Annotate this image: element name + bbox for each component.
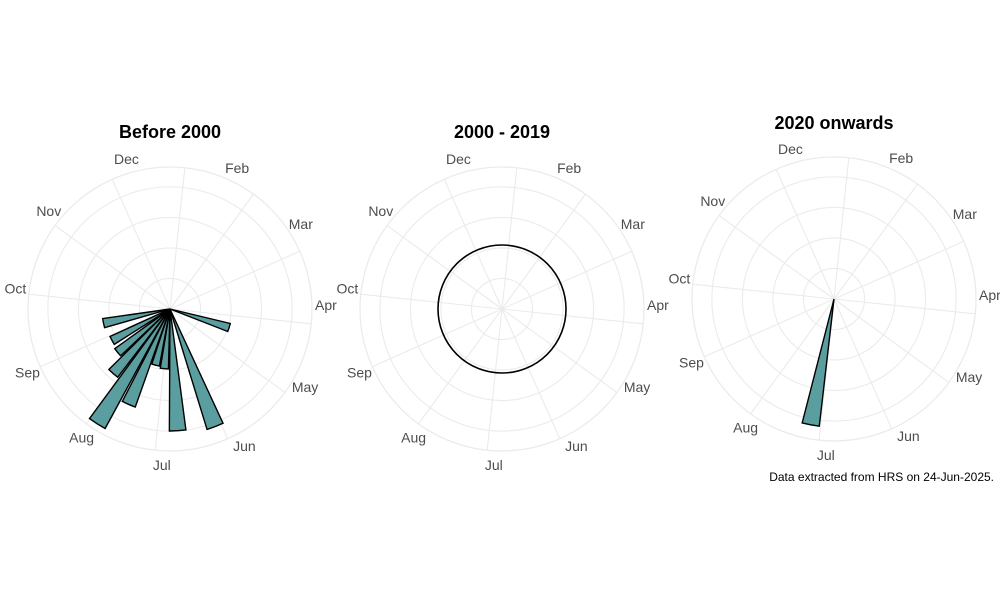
month-label-dec: Dec: [778, 141, 803, 157]
month-label-may: May: [292, 379, 318, 395]
grid-spoke: [372, 308, 503, 368]
grid-spoke: [833, 183, 918, 300]
grid-circle: [741, 206, 927, 392]
grid-spoke: [750, 298, 835, 415]
panel-title: Before 2000: [119, 122, 221, 142]
month-label-mar: Mar: [621, 216, 645, 232]
month-label-apr: Apr: [979, 287, 1000, 303]
grid-spoke: [833, 298, 950, 383]
bar: [88, 308, 171, 430]
month-label-feb: Feb: [557, 160, 581, 176]
grid-spoke: [501, 308, 644, 325]
month-label-feb: Feb: [225, 160, 249, 176]
panel-2000-2019: Dec Feb Mar Apr May Jun Jul Aug Sep Oct Nov 2000 - …: [336, 122, 669, 473]
grid-spoke: [386, 225, 503, 310]
grid-spoke: [111, 179, 171, 310]
grid-circle: [772, 237, 896, 361]
month-label-may: May: [624, 379, 650, 395]
month-label-mar: Mar: [953, 206, 977, 222]
grid-spoke: [833, 298, 893, 429]
month-label-sep: Sep: [347, 364, 372, 380]
month-label-nov: Nov: [368, 203, 393, 219]
grid-spoke: [833, 240, 964, 300]
grid-spoke: [501, 193, 586, 310]
month-label-jul: Jul: [153, 457, 171, 473]
bar: [107, 308, 171, 379]
grid-circle: [802, 267, 866, 331]
month-label-mar: Mar: [289, 216, 313, 232]
month-label-dec: Dec: [114, 151, 139, 167]
month-label-nov: Nov: [36, 203, 61, 219]
month-label-aug: Aug: [401, 430, 426, 446]
full-circle-bar: [437, 244, 567, 374]
month-label-sep: Sep: [679, 354, 704, 370]
grid-spoke: [501, 308, 618, 393]
grid-spoke: [418, 308, 503, 425]
grid-spoke: [501, 167, 518, 310]
grid-spoke: [501, 250, 632, 310]
bar: [169, 308, 224, 431]
month-label-jul: Jul: [817, 447, 835, 463]
month-label-apr: Apr: [315, 297, 337, 313]
grid-spoke: [692, 283, 835, 300]
grid-spoke: [718, 215, 835, 300]
bar: [101, 308, 171, 329]
grid-circle: [409, 216, 595, 402]
grid-circle: [711, 176, 957, 422]
panel-title: 2020 onwards: [774, 113, 893, 133]
grid-spoke: [833, 157, 850, 300]
grid-spoke: [775, 169, 835, 300]
grid-spoke: [169, 308, 312, 325]
grid-spoke: [169, 250, 300, 310]
panel-2020-onwards: Dec Feb Mar Apr May Jun Jul Aug Sep Oct Nov 2020 on…: [668, 113, 1000, 463]
grid-spoke: [169, 308, 286, 393]
month-label-apr: Apr: [647, 297, 669, 313]
grid-spoke: [833, 298, 976, 315]
month-label-aug: Aug: [69, 430, 94, 446]
month-label-jun: Jun: [897, 428, 920, 444]
bar: [801, 298, 835, 427]
grid-spoke: [501, 308, 561, 439]
month-label-jun: Jun: [233, 438, 256, 454]
month-label-jun: Jun: [565, 438, 588, 454]
panel-title: 2000 - 2019: [454, 122, 550, 142]
outer-grid-circle: [691, 156, 977, 442]
grid-spoke: [169, 193, 254, 310]
grid-spoke: [169, 167, 186, 310]
month-label-oct: Oct: [668, 271, 690, 287]
month-label-nov: Nov: [700, 193, 725, 209]
month-label-sep: Sep: [15, 364, 40, 380]
month-label-aug: Aug: [733, 420, 758, 436]
outer-grid-circle: [27, 166, 313, 452]
bar: [169, 308, 232, 333]
bar: [109, 308, 171, 346]
grid-spoke: [28, 293, 171, 310]
grid-spoke: [443, 179, 503, 310]
month-label-oct: Oct: [336, 281, 358, 297]
month-label-oct: Oct: [4, 281, 26, 297]
bar: [121, 308, 171, 408]
month-label-may: May: [956, 369, 982, 385]
month-label-jul: Jul: [485, 457, 503, 473]
grid-circle: [440, 247, 564, 371]
grid-spoke: [486, 308, 503, 451]
month-label-dec: Dec: [446, 151, 471, 167]
grid-spoke: [360, 293, 503, 310]
panel-before-2000: Dec Feb Mar Apr May Jun Jul Aug Sep Oct Nov Before …: [4, 122, 337, 473]
outer-grid-circle: [359, 166, 645, 452]
bar: [168, 308, 187, 432]
grid-circle: [379, 186, 625, 432]
grid-spoke: [704, 298, 835, 358]
month-label-feb: Feb: [889, 150, 913, 166]
data-source-caption: Data extracted from HRS on 24-Jun-2025.: [769, 470, 994, 484]
bar: [113, 308, 171, 357]
grid-spoke: [54, 225, 171, 310]
grid-circle: [470, 277, 534, 341]
